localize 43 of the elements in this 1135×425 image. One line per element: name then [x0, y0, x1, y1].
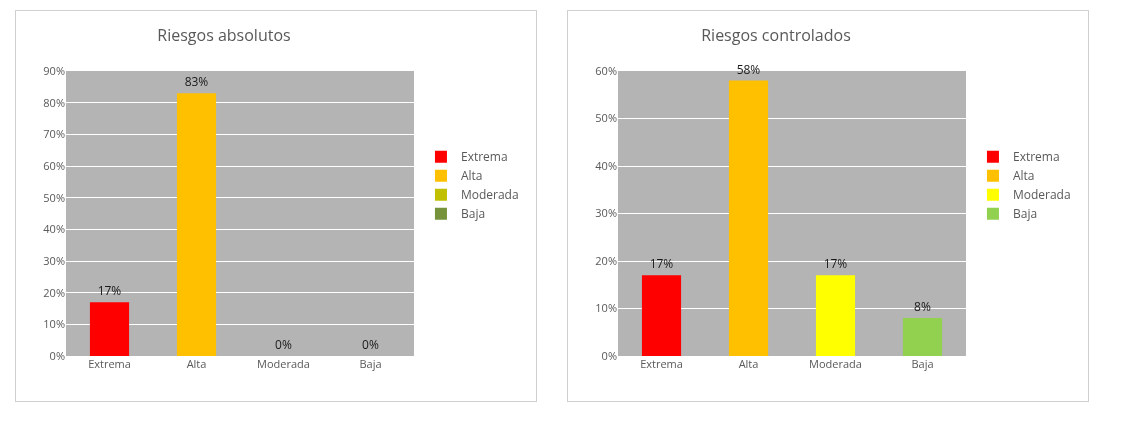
x-tick-label: Moderada — [257, 356, 310, 371]
x-tick-label: Extrema — [88, 356, 131, 371]
y-tick-label: 10% — [43, 316, 65, 332]
legend-label: Baja — [460, 205, 486, 223]
legend-label: Alta — [460, 167, 483, 185]
y-tick-label: 0% — [601, 347, 617, 363]
legend-label: Moderada — [460, 186, 519, 204]
y-tick-label: 60% — [43, 157, 65, 173]
y-tick-label: 60% — [595, 62, 617, 78]
data-label: 83% — [184, 73, 209, 91]
y-tick-label: 30% — [43, 252, 65, 268]
y-tick-label: 70% — [43, 126, 65, 142]
y-tick-label: 40% — [595, 157, 617, 173]
y-tick-label: 50% — [43, 189, 65, 205]
y-tick-label: 80% — [43, 94, 65, 110]
legend-label: Baja — [1012, 205, 1038, 223]
data-label: 8% — [914, 298, 931, 315]
data-label: 0% — [362, 336, 379, 353]
chart-title: Riesgos controlados — [701, 24, 851, 46]
legend-label: Alta — [1012, 167, 1035, 185]
x-tick-label: Moderada — [809, 356, 862, 371]
y-tick-label: 90% — [43, 62, 65, 78]
data-label: 17% — [649, 255, 674, 273]
data-label: 17% — [97, 282, 122, 300]
y-tick-label: 10% — [595, 300, 617, 316]
data-label: 17% — [823, 255, 848, 273]
x-tick-label: Alta — [186, 356, 207, 371]
x-tick-label: Extrema — [640, 356, 683, 371]
legend-label: Extrema — [460, 148, 508, 166]
y-tick-label: 40% — [43, 221, 65, 237]
legend-label: Moderada — [1012, 186, 1071, 204]
y-tick-label: 20% — [43, 284, 65, 300]
x-tick-label: Baja — [911, 356, 934, 371]
x-tick-label: Baja — [359, 356, 382, 371]
y-tick-label: 30% — [595, 205, 617, 221]
x-tick-label: Alta — [738, 356, 759, 371]
chart-title: Riesgos absolutos — [157, 24, 291, 46]
data-label: 58% — [736, 60, 761, 78]
data-label: 0% — [275, 336, 292, 353]
y-tick-label: 0% — [49, 347, 65, 363]
y-tick-label: 20% — [595, 252, 617, 268]
y-tick-label: 50% — [595, 110, 617, 126]
legend-label: Extrema — [1012, 148, 1060, 166]
